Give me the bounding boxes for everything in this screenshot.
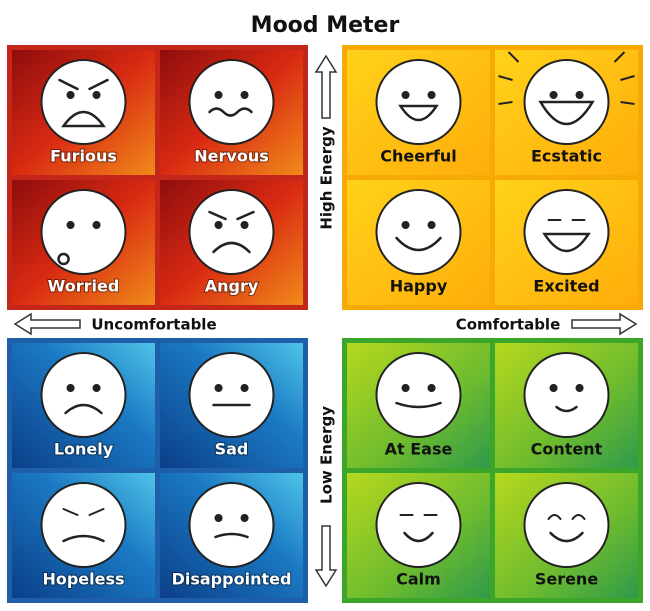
face-eyes [214, 221, 249, 229]
face-mouth [61, 110, 106, 128]
face-eyes [401, 91, 436, 99]
face-eyes [401, 221, 436, 229]
face [40, 352, 127, 438]
face [375, 352, 462, 438]
face-mouth [212, 241, 251, 254]
face-mouth [549, 531, 584, 543]
mood-label: Nervous [194, 147, 268, 166]
mood-label: Furious [50, 147, 117, 166]
mood-label: Disappointed [172, 570, 292, 589]
face-mouth [395, 236, 442, 252]
face-eyes [66, 221, 101, 229]
face [188, 482, 275, 568]
face-outline [523, 482, 610, 568]
left-arrow [13, 312, 81, 336]
mood-label: Serene [535, 570, 599, 589]
face-eyes [401, 384, 436, 392]
face-eyes [214, 514, 249, 522]
face-eyes [214, 384, 249, 392]
mood-label: Worried [48, 277, 120, 296]
face [40, 189, 127, 275]
face [498, 51, 635, 145]
face-mouth [214, 532, 249, 539]
face-eyes [549, 384, 584, 392]
face-brows [208, 210, 255, 221]
face [188, 189, 275, 275]
face-eyes [62, 508, 105, 516]
face-outline [523, 189, 610, 275]
face [523, 189, 610, 275]
face-eyes [549, 91, 584, 99]
mood-label: Ecstatic [531, 147, 602, 166]
face-outline [375, 59, 462, 145]
face-outline [188, 352, 275, 438]
face-outline [188, 482, 275, 568]
mood-label: Content [531, 440, 603, 459]
axis-right: Comfortable [456, 316, 561, 334]
mood-label: Happy [390, 277, 448, 296]
face-outline [375, 352, 462, 438]
face-mouth [538, 100, 595, 126]
mood-label: Sad [215, 440, 249, 459]
face [523, 352, 610, 438]
face-mouth [57, 252, 70, 266]
down-arrow [314, 525, 338, 588]
face-eyes [66, 91, 101, 99]
mood-label: Excited [533, 277, 599, 296]
face-outline [40, 59, 127, 145]
face-mouth [64, 403, 103, 415]
face-brows [58, 78, 109, 91]
mood-label: Lonely [54, 440, 114, 459]
title: Mood Meter [251, 13, 400, 38]
face-mouth [398, 104, 439, 122]
mood-label: Hopeless [42, 570, 124, 589]
mood-label: Cheerful [380, 147, 457, 166]
axis-low: Low Energy [318, 406, 336, 504]
face [523, 482, 610, 568]
face [188, 59, 275, 145]
mood-label: At Ease [385, 440, 453, 459]
face-outline [375, 482, 462, 568]
face-mouth [542, 232, 591, 253]
face-mouth [555, 405, 578, 413]
face-outline [40, 189, 127, 275]
axis-left: Uncomfortable [91, 316, 216, 334]
face-outline [188, 189, 275, 275]
right-arrow [571, 312, 638, 336]
mood-label: Angry [205, 277, 259, 296]
face [40, 482, 127, 568]
axis-high: High Energy [318, 126, 336, 230]
mood-label: Calm [396, 570, 441, 589]
up-arrow [314, 54, 338, 119]
face-mouth [395, 401, 442, 409]
face-mouth [62, 534, 105, 543]
face [375, 59, 462, 145]
face-eyes [66, 384, 101, 392]
face [375, 189, 462, 275]
face-eyes [547, 514, 586, 520]
face-outline [40, 482, 127, 568]
face-mouth [208, 107, 253, 117]
face-outline [523, 352, 610, 438]
face [188, 352, 275, 438]
face-rays [498, 51, 635, 105]
face-outline [188, 59, 275, 145]
face [375, 482, 462, 568]
face-outline [375, 189, 462, 275]
face-mouth [403, 531, 434, 543]
face-outline [40, 352, 127, 438]
face [40, 59, 127, 145]
face-eyes [214, 91, 249, 99]
